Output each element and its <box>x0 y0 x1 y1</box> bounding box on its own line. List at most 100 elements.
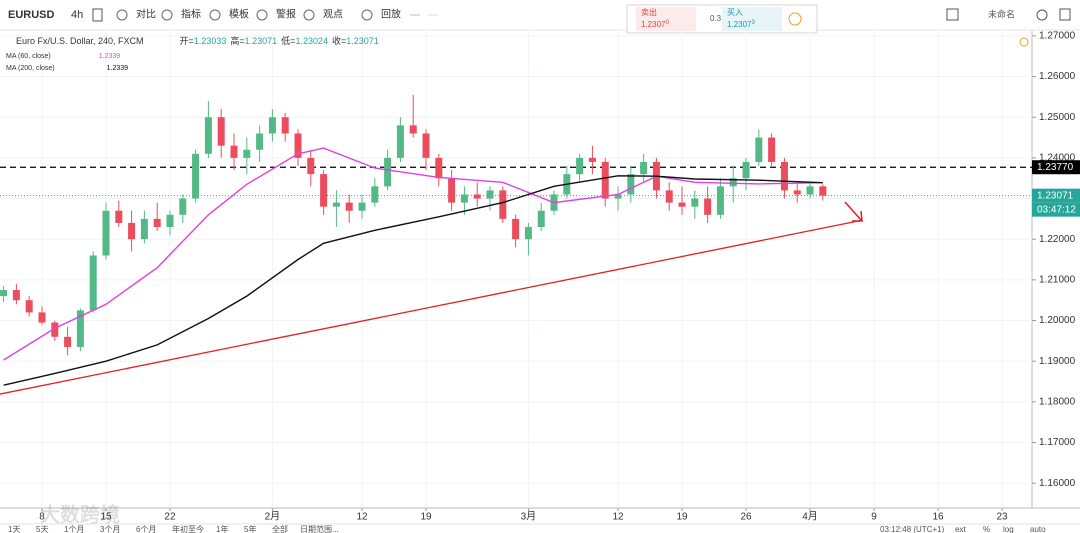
candle-body <box>64 336 72 347</box>
toolbar-icon[interactable] <box>361 9 373 21</box>
ma-line <box>3 175 823 386</box>
alert-icon <box>1019 37 1029 47</box>
toggle[interactable]: log <box>1003 525 1014 533</box>
x-tick-label: 4月 <box>802 511 818 523</box>
toggle[interactable]: auto <box>1030 525 1046 533</box>
buy-price-sup[interactable]: 3 <box>751 20 755 26</box>
buy-price[interactable]: 1.23073 <box>727 20 755 30</box>
candle-body <box>524 227 532 240</box>
x-tick-label: 23 <box>996 512 1008 523</box>
toolbar-item[interactable]: 模板 <box>229 8 249 21</box>
range-button[interactable]: 1天 <box>8 525 20 533</box>
legend-ma200-value: 1.2339 <box>107 65 129 72</box>
candle-body <box>115 210 123 223</box>
candle-body <box>128 222 136 240</box>
candle-body <box>179 198 187 215</box>
buy-price-main[interactable]: 1.2307 <box>727 20 752 29</box>
buy-label[interactable]: 买入 <box>727 8 743 17</box>
candle-body <box>268 117 276 134</box>
candle-body <box>153 218 161 228</box>
candle-body <box>140 218 148 240</box>
range-button[interactable]: 1年 <box>216 524 228 533</box>
toolbar-icon[interactable] <box>256 9 268 21</box>
candle-body <box>320 174 328 207</box>
toolbar-item[interactable]: 对比 <box>136 8 156 21</box>
candle-body <box>371 186 379 203</box>
legend-ma60-value: 1.2339 <box>99 53 121 60</box>
candle-body <box>396 125 404 158</box>
candle-body <box>729 178 737 187</box>
candle-body <box>755 137 763 162</box>
toggle[interactable]: % <box>983 525 990 533</box>
legend-ma200: MA (200, close) 1.2339 <box>6 65 128 72</box>
range-button[interactable]: 全部 <box>272 524 288 533</box>
candle-body <box>25 300 33 313</box>
countdown-bg <box>1032 202 1080 217</box>
x-tick-label: 19 <box>420 512 432 523</box>
y-tick-label: 1.27000 <box>1039 31 1076 42</box>
y-tick-label: 1.26000 <box>1039 71 1076 82</box>
toggle[interactable]: ext <box>955 525 966 533</box>
toolbar-icon[interactable] <box>209 9 221 21</box>
sell-price-sup[interactable]: 0 <box>665 20 669 26</box>
price-label-bg <box>1032 160 1080 175</box>
snapshot-icon[interactable] <box>1059 8 1071 21</box>
toolbar-icon[interactable] <box>161 9 173 21</box>
y-tick-label: 1.22000 <box>1039 234 1076 245</box>
toolbar-icon[interactable] <box>116 9 128 21</box>
candle-body <box>204 117 212 154</box>
range-button[interactable]: 3个月 <box>100 525 120 533</box>
toolbar-item[interactable]: 指标 <box>181 8 201 21</box>
info-icon[interactable] <box>788 12 802 26</box>
price-label: 1.23770 <box>1037 162 1074 173</box>
legend-ma60-name: MA (60, close) <box>6 53 51 60</box>
settings-icon[interactable] <box>1036 9 1048 21</box>
legend-low: 1.23024 <box>295 36 328 46</box>
candle-body <box>256 133 264 150</box>
range-button[interactable]: 5天 <box>36 525 48 533</box>
range-button[interactable]: 日期范围... <box>300 524 339 533</box>
x-tick-label: 16 <box>932 512 944 523</box>
range-button[interactable]: 1个月 <box>64 525 84 533</box>
candle-body <box>499 190 507 219</box>
candle-body <box>678 202 686 207</box>
candle-body <box>780 161 788 191</box>
candle-body <box>0 290 8 297</box>
sell-price-main[interactable]: 1.2307 <box>641 20 666 29</box>
candle-body <box>358 202 366 211</box>
sell-label[interactable]: 卖出 <box>641 7 657 17</box>
interval[interactable]: 4h <box>71 9 83 21</box>
toolbar-item[interactable]: 回放 <box>381 8 401 21</box>
candle-body <box>166 214 174 228</box>
candle-body <box>281 117 289 134</box>
legend-ma60: MA (60, close) 1.2339 <box>6 53 120 60</box>
symbol[interactable]: EURUSD <box>8 9 55 21</box>
watermark: 大数跨境 <box>40 502 120 526</box>
chart-style-icon[interactable] <box>92 8 103 22</box>
buy-button[interactable] <box>722 7 782 31</box>
fullscreen-icon[interactable] <box>946 8 959 21</box>
candle-body <box>409 125 417 134</box>
toolbar-item[interactable]: 警报 <box>276 8 296 21</box>
x-tick-label: 3月 <box>521 511 537 523</box>
countdown: 03:47:12 <box>1037 204 1076 215</box>
layout-name[interactable]: 未命名 <box>988 8 1015 19</box>
legend-ma200-name: MA (200, close) <box>6 65 55 72</box>
y-tick-label: 1.25000 <box>1039 112 1076 123</box>
range-button[interactable]: 6个月 <box>136 525 156 533</box>
candle-body <box>819 186 827 196</box>
toolbar-item[interactable]: 观点 <box>323 9 343 21</box>
y-tick-label: 1.19000 <box>1039 356 1076 367</box>
x-tick-label: 12 <box>612 512 624 523</box>
sell-price[interactable]: 1.23070 <box>641 20 669 30</box>
range-button[interactable]: 5年 <box>244 524 256 533</box>
toolbar-icon[interactable] <box>303 9 315 21</box>
candle-body <box>38 312 46 323</box>
x-tick-label: 12 <box>356 512 368 523</box>
sell-button[interactable] <box>636 7 696 31</box>
range-button[interactable]: 年初至今 <box>172 524 204 533</box>
candle-body <box>768 137 776 162</box>
y-tick-label: 1.16000 <box>1039 478 1076 489</box>
candle-body <box>230 145 238 158</box>
